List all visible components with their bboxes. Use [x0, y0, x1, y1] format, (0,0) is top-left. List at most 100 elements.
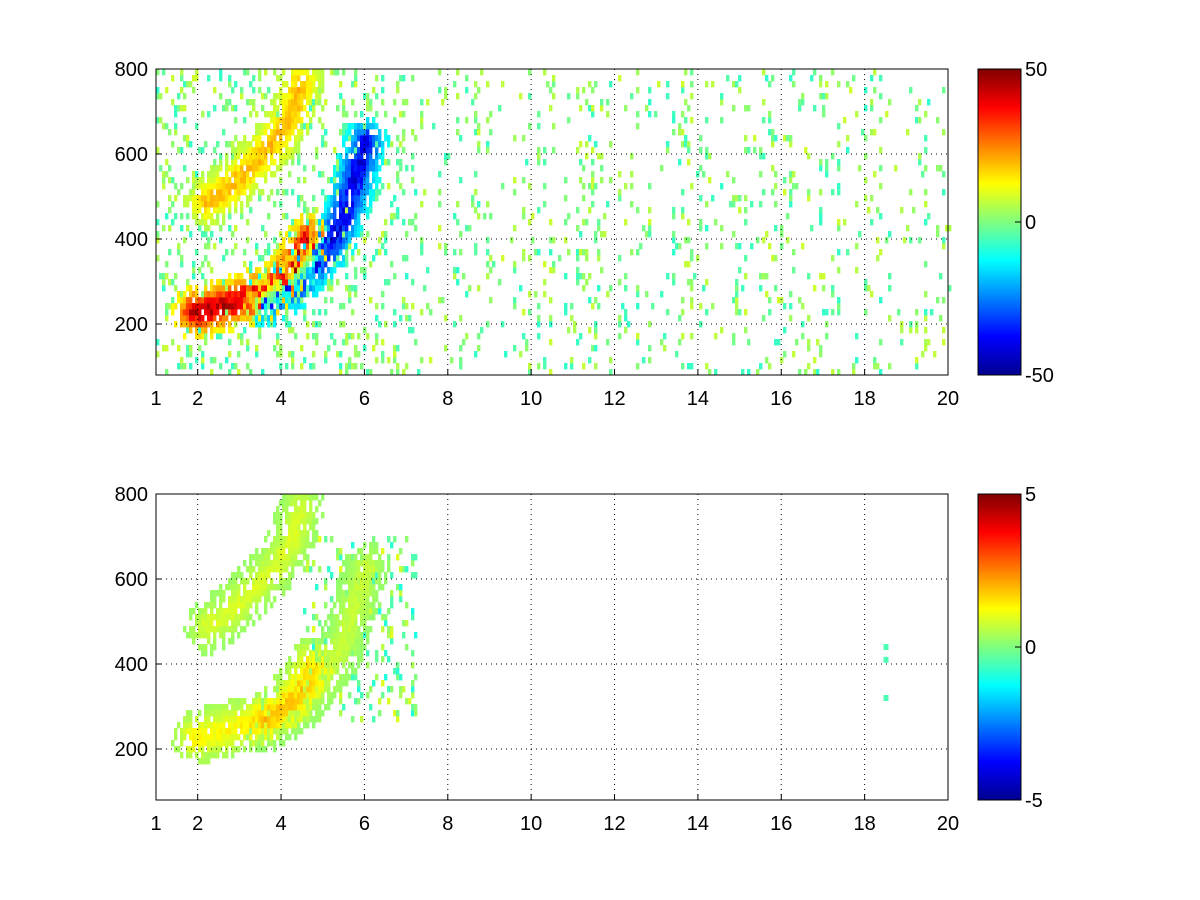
heatmap-cell — [249, 207, 253, 214]
heatmap-cell — [225, 279, 229, 286]
heatmap-cell — [297, 728, 301, 735]
heatmap-cell — [366, 369, 370, 376]
heatmap-cell — [369, 566, 373, 573]
heatmap-cell — [726, 171, 730, 178]
heatmap-cell — [648, 321, 652, 328]
heatmap-cell — [192, 321, 196, 328]
heatmap-cell — [354, 81, 358, 88]
heatmap-cell — [195, 309, 199, 316]
heatmap-cell — [246, 99, 250, 106]
heatmap-cell — [288, 93, 292, 100]
heatmap-cell — [360, 165, 364, 172]
heatmap-cell — [309, 273, 313, 280]
heatmap-cell — [198, 303, 202, 310]
heatmap-cell — [348, 159, 352, 166]
heatmap-cell — [924, 189, 928, 196]
heatmap-cell — [303, 548, 307, 555]
heatmap-cell — [258, 159, 262, 166]
heatmap-cell — [372, 590, 376, 597]
heatmap-cell — [390, 632, 394, 639]
heatmap-cell — [315, 147, 319, 154]
heatmap-cell — [345, 111, 349, 118]
heatmap-cell — [594, 81, 598, 88]
heatmap-cell — [249, 81, 253, 88]
heatmap-cell — [285, 494, 289, 501]
heatmap-cell — [825, 159, 829, 166]
heatmap-cell — [183, 81, 187, 88]
heatmap-cell — [642, 225, 646, 232]
heatmap-cell — [759, 363, 763, 370]
heatmap-cell — [195, 620, 199, 627]
heatmap-cell — [342, 590, 346, 597]
heatmap-cell — [537, 159, 541, 166]
heatmap-cell — [498, 105, 502, 112]
heatmap-cell — [264, 171, 268, 178]
heatmap-cell — [255, 147, 259, 154]
heatmap-cell — [438, 297, 442, 304]
heatmap-cell — [336, 183, 340, 190]
heatmap-cell — [303, 165, 307, 172]
heatmap-cell — [306, 261, 310, 268]
heatmap-cell — [936, 165, 940, 172]
heatmap-cell — [369, 548, 373, 555]
heatmap-cell — [546, 81, 550, 88]
heatmap-cell — [282, 566, 286, 573]
heatmap-cell — [222, 327, 226, 334]
heatmap-cell — [936, 297, 940, 304]
heatmap-cell — [294, 680, 298, 687]
heatmap-cell — [399, 584, 403, 591]
heatmap-cell — [279, 578, 283, 585]
heatmap-cell — [222, 303, 226, 310]
heatmap-cell — [360, 195, 364, 202]
heatmap-cell — [273, 321, 277, 328]
heatmap-cell — [477, 141, 481, 148]
heatmap-cell — [357, 590, 361, 597]
heatmap-cell — [222, 740, 226, 747]
heatmap-cell — [186, 195, 190, 202]
heatmap-cell — [357, 147, 361, 154]
heatmap-cell — [294, 536, 298, 543]
heatmap-cell — [456, 201, 460, 208]
heatmap-cell — [351, 285, 355, 292]
heatmap-cell — [249, 596, 253, 603]
heatmap-cell — [327, 219, 331, 226]
heatmap-cell — [291, 69, 295, 76]
heatmap-cell — [732, 333, 736, 340]
heatmap-cell — [171, 297, 175, 304]
heatmap-cell — [204, 327, 208, 334]
heatmap-cell — [228, 584, 232, 591]
heatmap-cell — [600, 267, 604, 274]
heatmap-cell — [327, 279, 331, 286]
heatmap-cell — [210, 297, 214, 304]
heatmap-cell — [237, 746, 241, 753]
heatmap-cell — [579, 159, 583, 166]
heatmap-cell — [399, 692, 403, 699]
heatmap-cell — [162, 285, 166, 292]
heatmap-cell — [276, 141, 280, 148]
heatmap-cell — [684, 69, 688, 76]
heatmap-cell — [312, 195, 316, 202]
heatmap-cell — [855, 111, 859, 118]
heatmap-cell — [234, 177, 238, 184]
heatmap-cell — [831, 153, 835, 160]
heatmap-cell — [345, 129, 349, 136]
heatmap-cell — [219, 315, 223, 322]
heatmap-cell — [252, 171, 256, 178]
heatmap-cell — [747, 105, 751, 112]
heatmap-cell — [303, 536, 307, 543]
heatmap-cell — [363, 267, 367, 274]
heatmap-cell — [372, 614, 376, 621]
heatmap-cell — [183, 237, 187, 244]
heatmap-cell — [285, 668, 289, 675]
heatmap-cell — [219, 237, 223, 244]
heatmap-cell — [837, 123, 841, 130]
heatmap-cell — [198, 632, 202, 639]
heatmap-cell — [336, 153, 340, 160]
heatmap-cell — [369, 159, 373, 166]
heatmap-cell — [792, 81, 796, 88]
heatmap-cell — [297, 291, 301, 298]
heatmap-cell — [312, 650, 316, 657]
heatmap-cell — [375, 183, 379, 190]
heatmap-cell — [285, 363, 289, 370]
heatmap-cell — [354, 189, 358, 196]
